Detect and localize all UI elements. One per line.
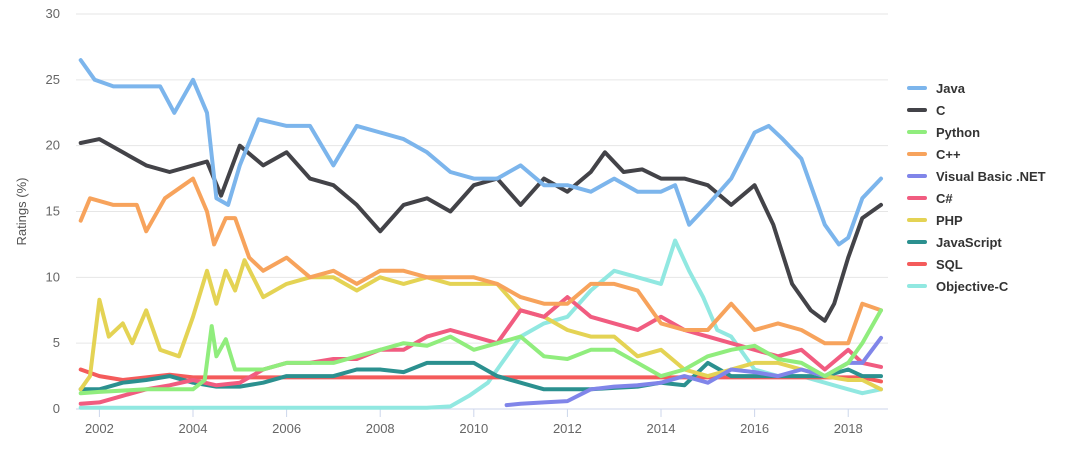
- legend: Java C Python C++ Visual Basic .NET C# PHP Java…: [907, 81, 1046, 294]
- legend-label: SQL: [936, 257, 963, 272]
- legend-label: Objective-C: [936, 279, 1009, 294]
- x-tick-label: 2010: [459, 421, 488, 436]
- y-tick-label: 10: [46, 269, 60, 284]
- legend-item[interactable]: Python: [907, 125, 980, 140]
- x-tick-label: 2002: [85, 421, 114, 436]
- legend-label: Visual Basic .NET: [936, 169, 1046, 184]
- x-tick-label: 2012: [553, 421, 582, 436]
- y-tick-label: 0: [53, 401, 60, 416]
- legend-item[interactable]: Objective-C: [907, 279, 1009, 294]
- x-tick-label: 2018: [834, 421, 863, 436]
- series-line-python[interactable]: [78, 308, 883, 396]
- x-tick-label: 2006: [272, 421, 301, 436]
- series-lines: [78, 58, 883, 410]
- legend-label: PHP: [936, 213, 963, 228]
- legend-label: Java: [936, 81, 966, 96]
- legend-item[interactable]: Java: [907, 81, 966, 96]
- x-tick-label: 2016: [740, 421, 769, 436]
- legend-label: C#: [936, 191, 953, 206]
- legend-label: C++: [936, 147, 961, 162]
- legend-item[interactable]: SQL: [907, 257, 963, 272]
- y-tick-label: 15: [46, 204, 60, 219]
- legend-label: Python: [936, 125, 980, 140]
- y-axis-ticks: 0 5 10 15 20 25 30: [46, 6, 60, 416]
- x-axis-ticks: 2002 2004 2006 2008 2010 2012 2014 2016 2018: [85, 409, 863, 436]
- legend-label: C: [936, 103, 946, 118]
- y-axis-label: Ratings (%): [14, 178, 29, 246]
- y-tick-label: 5: [53, 335, 60, 350]
- series-line-c-[interactable]: [78, 176, 883, 346]
- series-line-c-[interactable]: [78, 295, 883, 406]
- series-line-java[interactable]: [78, 58, 883, 247]
- legend-item[interactable]: JavaScript: [907, 235, 1002, 250]
- legend-item[interactable]: C: [907, 103, 946, 118]
- legend-item[interactable]: C#: [907, 191, 953, 206]
- y-tick-label: 25: [46, 72, 60, 87]
- x-tick-label: 2008: [366, 421, 395, 436]
- x-tick-label: 2014: [647, 421, 676, 436]
- legend-label: JavaScript: [936, 235, 1002, 250]
- legend-item[interactable]: Visual Basic .NET: [907, 169, 1046, 184]
- y-tick-label: 30: [46, 6, 60, 21]
- x-tick-label: 2004: [179, 421, 208, 436]
- legend-item[interactable]: PHP: [907, 213, 963, 228]
- legend-item[interactable]: C++: [907, 147, 961, 162]
- y-tick-label: 20: [46, 138, 60, 153]
